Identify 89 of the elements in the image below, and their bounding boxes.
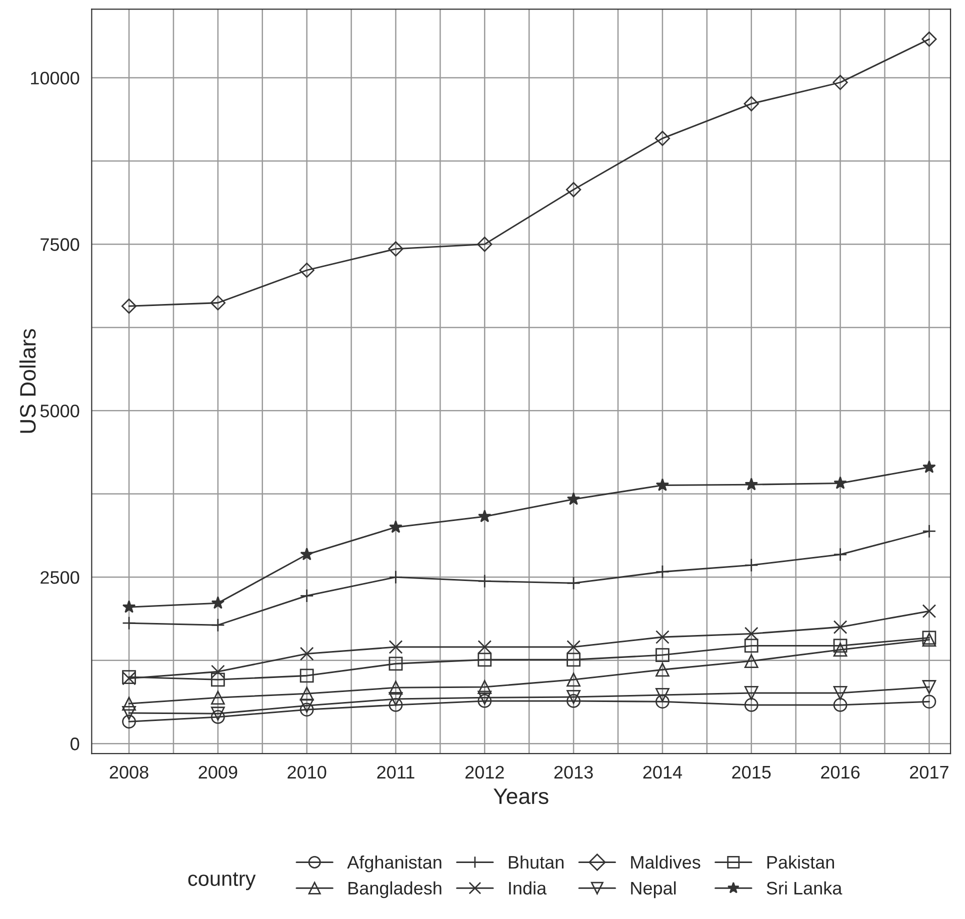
- point: [922, 680, 936, 694]
- point: [566, 690, 580, 704]
- point: [299, 262, 314, 278]
- point: [566, 640, 580, 654]
- point: [833, 642, 848, 657]
- point: [211, 596, 225, 609]
- x-tick-label: 2014: [643, 766, 682, 779]
- x-tick-label: 2013: [554, 766, 593, 779]
- legend-label: Maldives: [631, 855, 700, 869]
- point: [922, 460, 936, 474]
- y-tick-label: 10000: [31, 72, 80, 84]
- point: [656, 478, 670, 492]
- point: [210, 672, 225, 687]
- y-tick-label: 2500: [40, 571, 80, 584]
- point: [744, 478, 758, 490]
- point: [210, 690, 225, 705]
- point: [656, 648, 670, 662]
- legend-label: Sri Lanka: [766, 881, 842, 895]
- point: [922, 604, 936, 618]
- point: [300, 646, 314, 661]
- x-tick-label: 2010: [288, 766, 326, 779]
- point: [300, 686, 314, 701]
- point: [388, 692, 403, 706]
- point: [566, 652, 580, 667]
- point: [832, 74, 848, 90]
- point: [834, 476, 847, 490]
- point: [566, 492, 580, 505]
- x-tick-label: 2011: [377, 766, 414, 779]
- point: [566, 694, 580, 708]
- legend-title: country: [188, 872, 256, 890]
- point: [478, 510, 492, 522]
- point: [121, 298, 137, 314]
- y-tick-label: 0: [70, 738, 80, 750]
- legend-label: India: [509, 881, 547, 895]
- point: [388, 656, 403, 671]
- y-axis-title: US Dollars: [19, 329, 36, 433]
- point: [388, 680, 403, 695]
- point: [478, 640, 492, 654]
- point: [388, 698, 403, 712]
- point: [833, 620, 848, 634]
- point: [300, 548, 314, 560]
- legend-label: Bhutan: [508, 855, 564, 869]
- x-axis-title: Years: [494, 788, 548, 804]
- point: [744, 654, 758, 668]
- point: [656, 662, 670, 677]
- legend-label: Bangladesh: [348, 881, 442, 898]
- x-tick-label: 2016: [821, 766, 860, 779]
- legend-label: Pakistan: [767, 855, 834, 869]
- legend-label: Afghanistan: [347, 855, 442, 872]
- point: [922, 694, 936, 709]
- x-tick-label: 2008: [110, 766, 148, 779]
- point: [122, 706, 136, 720]
- point: [744, 686, 758, 700]
- x-tick-label: 2009: [198, 766, 238, 779]
- point: [654, 130, 670, 146]
- point: [300, 668, 314, 683]
- point: [744, 698, 758, 712]
- point: [477, 236, 492, 252]
- point: [122, 696, 136, 711]
- point: [478, 652, 492, 667]
- point: [744, 638, 758, 653]
- y-tick-label: 7500: [40, 238, 80, 251]
- point: [922, 32, 937, 47]
- x-tick-label: 2012: [465, 766, 504, 779]
- point: [656, 688, 670, 702]
- point: [210, 706, 225, 721]
- point: [122, 714, 136, 729]
- x-tick-label: 2015: [732, 766, 771, 779]
- point: [478, 680, 492, 694]
- point: [388, 241, 404, 256]
- point: [210, 295, 226, 310]
- legend-label: Nepal: [631, 881, 676, 898]
- y-tick-label: 5000: [40, 404, 80, 418]
- point: [656, 694, 670, 709]
- x-tick-label: 2017: [910, 766, 948, 779]
- point: [744, 96, 759, 112]
- point: [833, 686, 848, 700]
- point: [389, 520, 402, 533]
- point: [210, 710, 225, 724]
- point: [478, 690, 492, 705]
- point: [478, 694, 492, 708]
- point: [833, 698, 848, 712]
- point: [300, 702, 314, 717]
- point: [833, 638, 848, 653]
- point: [388, 640, 403, 654]
- point: [566, 182, 582, 198]
- point: [656, 630, 670, 644]
- point: [122, 600, 136, 613]
- point: [566, 672, 580, 687]
